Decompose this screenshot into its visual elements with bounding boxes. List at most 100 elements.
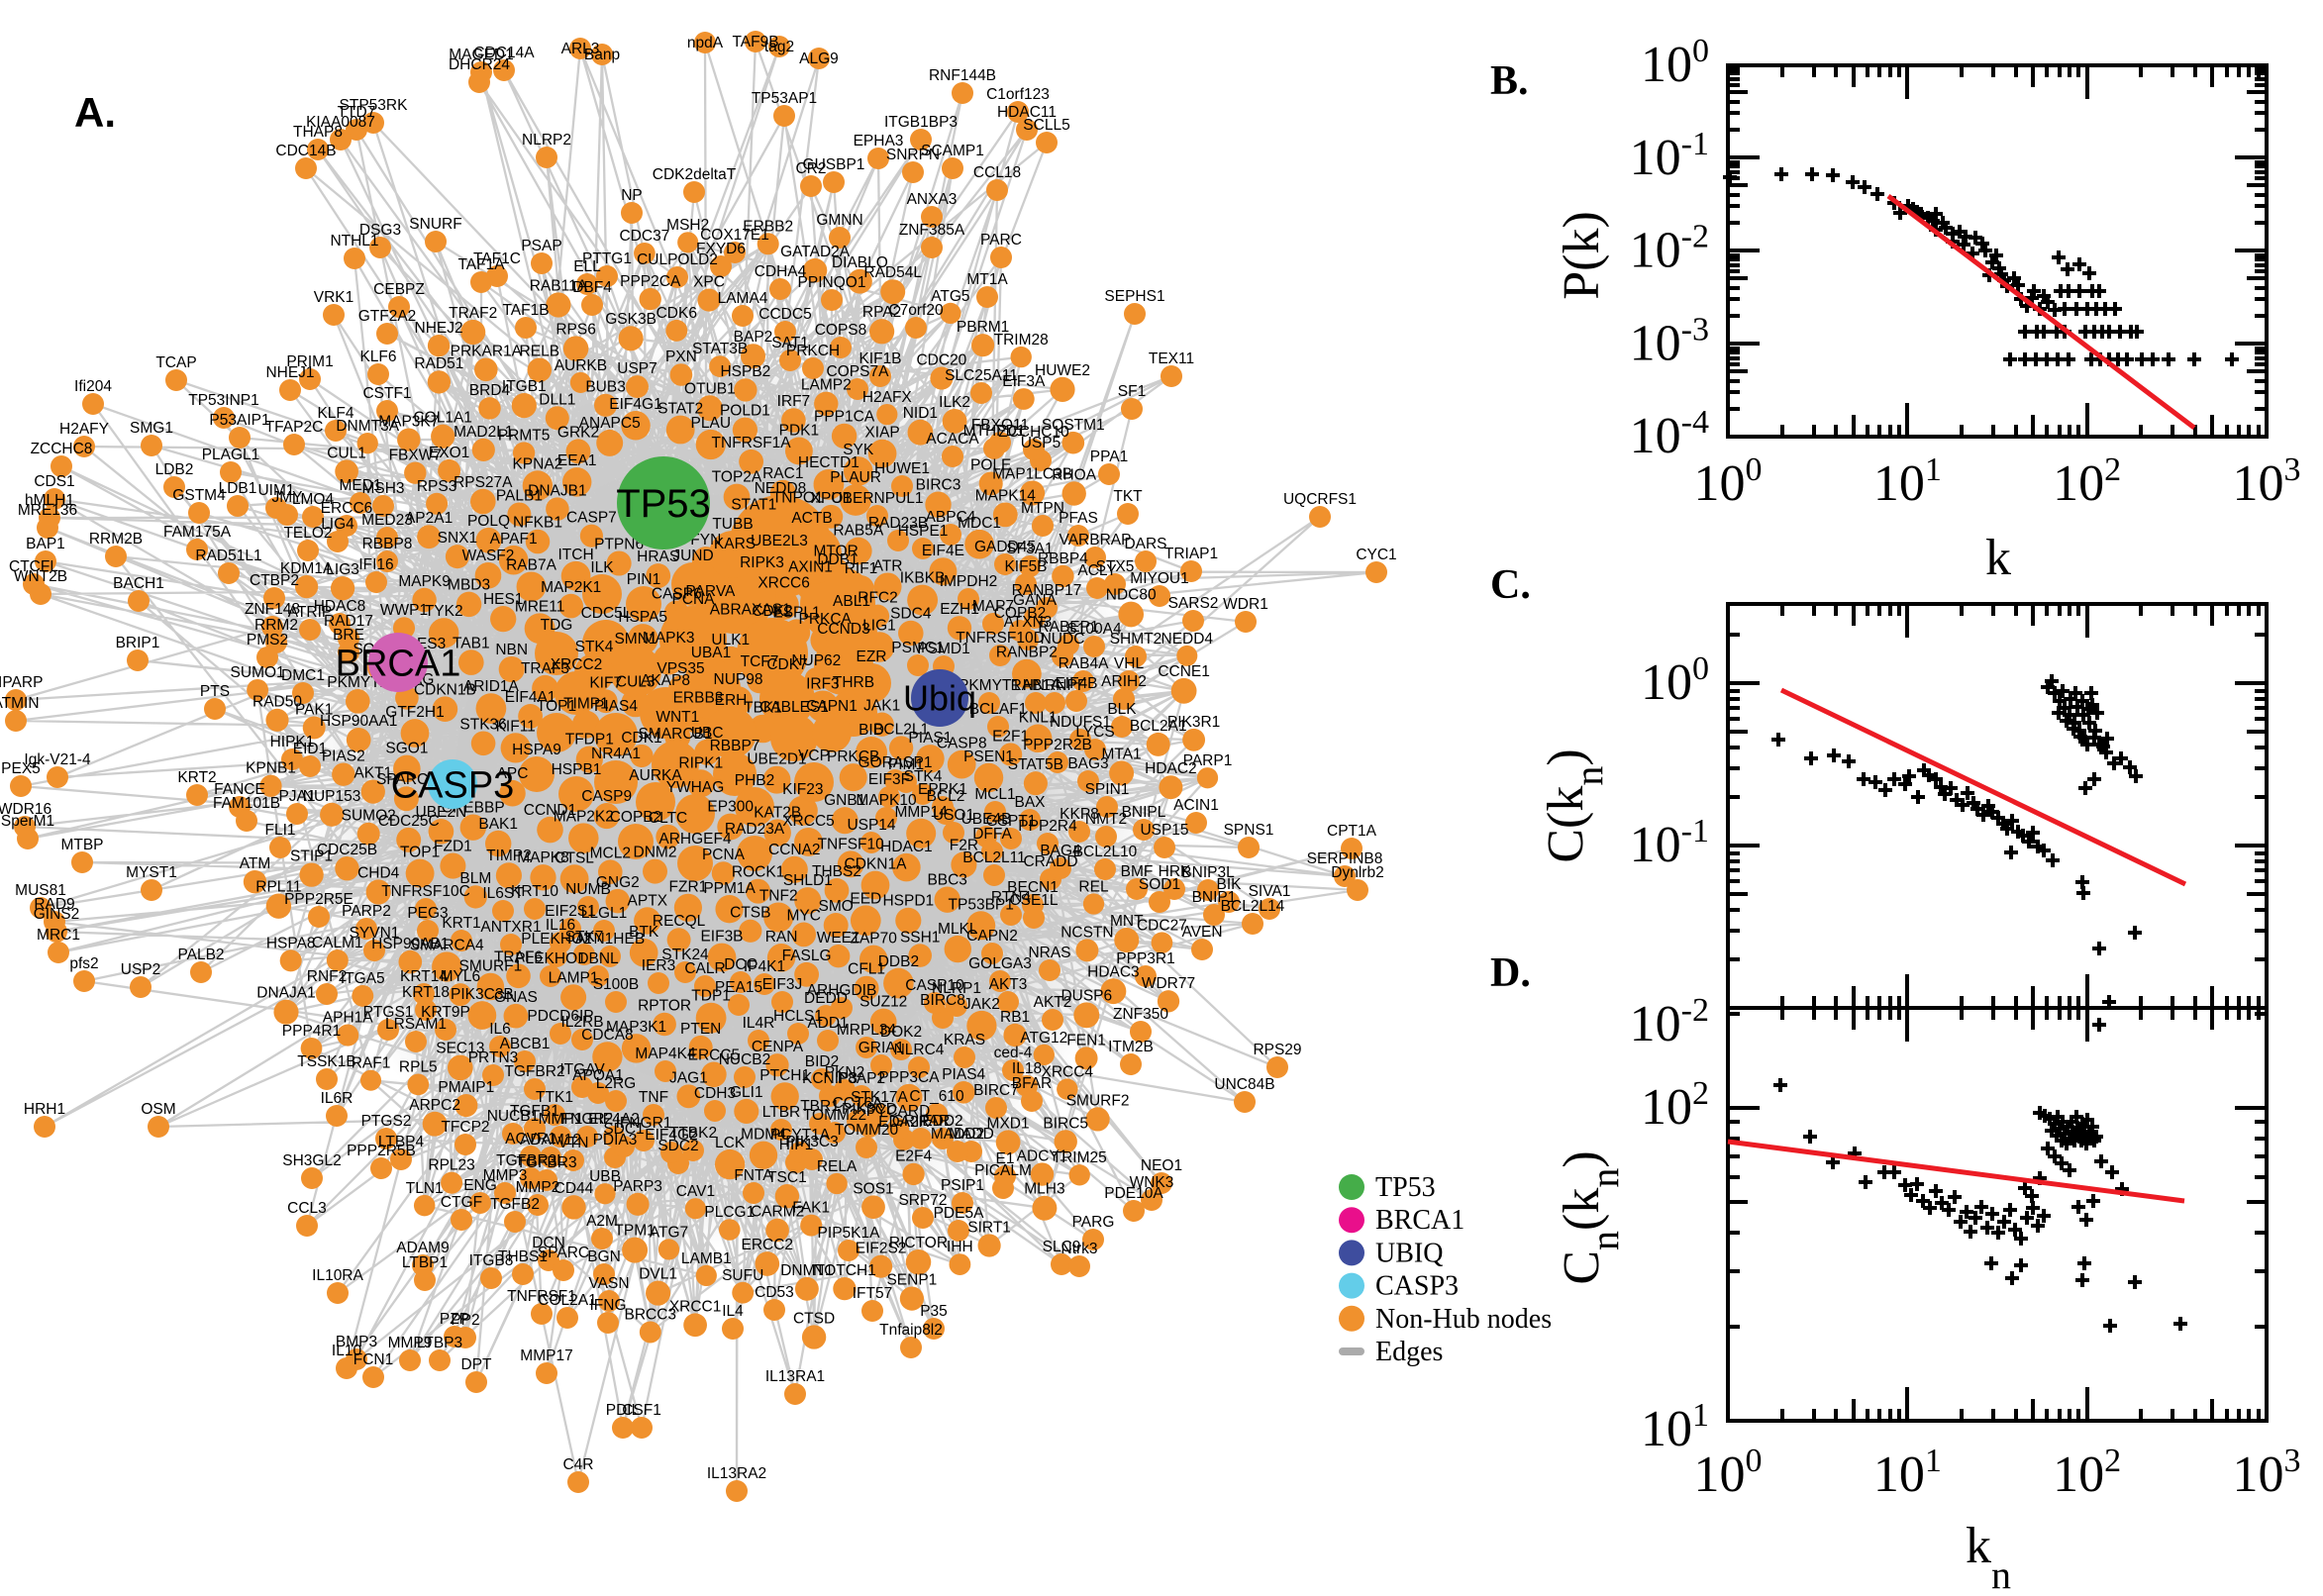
svg-text:MYL6: MYL6	[441, 968, 481, 985]
svg-text:IFNG: IFNG	[589, 1297, 626, 1314]
svg-text:SAT1: SAT1	[771, 335, 809, 351]
svg-text:FBXO11: FBXO11	[971, 417, 1029, 434]
svg-text:BAG4: BAG4	[1040, 843, 1081, 859]
svg-text:BFAR: BFAR	[1012, 1075, 1052, 1092]
svg-text:ZNF148: ZNF148	[245, 601, 300, 618]
svg-text:SMO: SMO	[819, 898, 854, 915]
svg-text:TIPARP: TIPARP	[0, 674, 43, 691]
svg-text:ITCH: ITCH	[558, 547, 594, 563]
svg-text:LAMA4: LAMA4	[718, 290, 768, 307]
svg-text:CAV1: CAV1	[676, 1183, 715, 1200]
svg-text:PLEKHO1: PLEKHO1	[515, 950, 586, 967]
svg-text:PTGS2: PTGS2	[361, 1113, 412, 1130]
svg-text:DCC: DCC	[724, 956, 758, 973]
svg-text:KNL1: KNL1	[1019, 710, 1058, 727]
svg-text:RAD51: RAD51	[414, 355, 463, 372]
svg-text:TRAF2: TRAF2	[449, 305, 497, 322]
svg-text:DOK2: DOK2	[880, 1024, 922, 1041]
svg-text:CPT1A: CPT1A	[1327, 823, 1377, 840]
svg-text:XIAP: XIAP	[864, 425, 899, 442]
svg-text:XPO1: XPO1	[811, 490, 852, 507]
svg-text:IER3: IER3	[642, 957, 675, 974]
svg-text:MCL1: MCL1	[974, 786, 1015, 803]
svg-text:LDB2: LDB2	[155, 461, 194, 478]
svg-text:DMC1: DMC1	[281, 667, 325, 684]
svg-text:ITGB1: ITGB1	[502, 378, 547, 395]
svg-text:COPB2: COPB2	[994, 605, 1047, 622]
svg-text:RAB11A: RAB11A	[530, 277, 588, 294]
svg-text:ZNF385A: ZNF385A	[899, 222, 965, 239]
svg-text:COPS8: COPS8	[815, 322, 867, 339]
svg-text:10-2: 10-2	[1630, 219, 1709, 279]
svg-text:TCAP: TCAP	[155, 354, 196, 371]
svg-text:TAF1B: TAF1B	[502, 302, 549, 319]
svg-text:PPP2R5B: PPP2R5B	[347, 1143, 416, 1159]
svg-text:PKN2: PKN2	[825, 1064, 865, 1081]
svg-text:CDK6: CDK6	[656, 305, 697, 322]
svg-text:CHD4: CHD4	[357, 864, 400, 881]
svg-text:PARP1: PARP1	[1183, 752, 1233, 769]
svg-text:CTBP2: CTBP2	[250, 572, 299, 589]
svg-text:USP14: USP14	[847, 817, 895, 834]
svg-text:USP5: USP5	[1021, 435, 1061, 451]
svg-text:KRT9P: KRT9P	[421, 1004, 470, 1021]
svg-text:CCL18: CCL18	[973, 164, 1021, 181]
svg-text:PRKCA: PRKCA	[798, 611, 852, 628]
svg-text:GINS2: GINS2	[34, 906, 80, 923]
svg-text:TOMM20: TOMM20	[835, 1122, 899, 1139]
svg-text:CASP9: CASP9	[581, 788, 632, 805]
svg-text:USO1: USO1	[933, 807, 974, 824]
svg-text:KIAA0087: KIAA0087	[306, 114, 375, 131]
svg-text:IL10: IL10	[332, 1343, 362, 1359]
svg-text:RAD23A: RAD23A	[725, 821, 785, 838]
svg-text:CASP8: CASP8	[937, 736, 987, 752]
svg-text:BCL2: BCL2	[927, 788, 965, 805]
svg-text:TEX11: TEX11	[1149, 350, 1194, 367]
svg-text:MMP9: MMP9	[388, 1335, 433, 1351]
svg-text:CDC20: CDC20	[916, 352, 966, 369]
svg-text:MSH3: MSH3	[361, 480, 404, 497]
svg-text:RPL11: RPL11	[255, 879, 301, 896]
svg-text:SUMO2: SUMO2	[342, 808, 396, 825]
svg-text:PJA1: PJA1	[278, 788, 315, 805]
svg-text:BIRC8: BIRC8	[920, 992, 965, 1009]
svg-text:EIF4G1: EIF4G1	[609, 396, 661, 413]
svg-text:TAF1C: TAF1C	[473, 250, 521, 267]
svg-text:STAT1: STAT1	[731, 496, 776, 513]
svg-text:HSPA8: HSPA8	[266, 935, 316, 951]
svg-text:PRIM1: PRIM1	[286, 353, 333, 370]
svg-text:GSK3B: GSK3B	[605, 311, 656, 328]
svg-text:SHMT2: SHMT2	[1110, 631, 1162, 648]
svg-text:NR4A1: NR4A1	[591, 746, 641, 762]
svg-text:pfs2: pfs2	[69, 955, 98, 972]
svg-text:KLF6: KLF6	[359, 349, 396, 365]
svg-text:AKT1: AKT1	[354, 764, 392, 781]
svg-text:TOP2A: TOP2A	[712, 469, 762, 486]
svg-text:RAB5A: RAB5A	[833, 523, 883, 540]
svg-text:CTSL: CTSL	[555, 849, 594, 866]
svg-text:TGFBR3: TGFBR3	[516, 1154, 576, 1171]
svg-text:SMURF1: SMURF1	[459, 958, 523, 975]
svg-text:RPS3: RPS3	[417, 478, 457, 495]
svg-text:FLI1: FLI1	[264, 822, 295, 839]
svg-text:HECTD1: HECTD1	[798, 454, 859, 471]
svg-text:STIP1: STIP1	[290, 848, 333, 864]
svg-text:DNAJA1: DNAJA1	[256, 985, 315, 1002]
svg-text:SUMO1: SUMO1	[231, 664, 285, 681]
svg-text:TNFRSF10C: TNFRSF10C	[381, 883, 470, 900]
svg-text:CSF1: CSF1	[622, 1402, 661, 1419]
svg-text:CDC27: CDC27	[1137, 917, 1187, 934]
svg-text:ARL3: ARL3	[561, 41, 600, 57]
svg-text:CCND1: CCND1	[524, 802, 576, 819]
svg-text:BRD4: BRD4	[469, 382, 511, 399]
svg-text:KKP8: KKP8	[1060, 806, 1099, 823]
svg-text:MLKL: MLKL	[938, 921, 978, 938]
svg-text:TPM1: TPM1	[614, 1223, 655, 1240]
svg-text:PPINQO1: PPINQO1	[798, 274, 866, 291]
svg-text:LRSAM1: LRSAM1	[385, 1016, 447, 1033]
svg-text:TTK1: TTK1	[536, 1089, 573, 1106]
svg-text:UNC84B: UNC84B	[1214, 1076, 1274, 1093]
svg-text:PPP3R1: PPP3R1	[1116, 950, 1174, 967]
svg-text:PARP3: PARP3	[613, 1178, 662, 1195]
svg-text:RPTOR: RPTOR	[638, 998, 691, 1015]
